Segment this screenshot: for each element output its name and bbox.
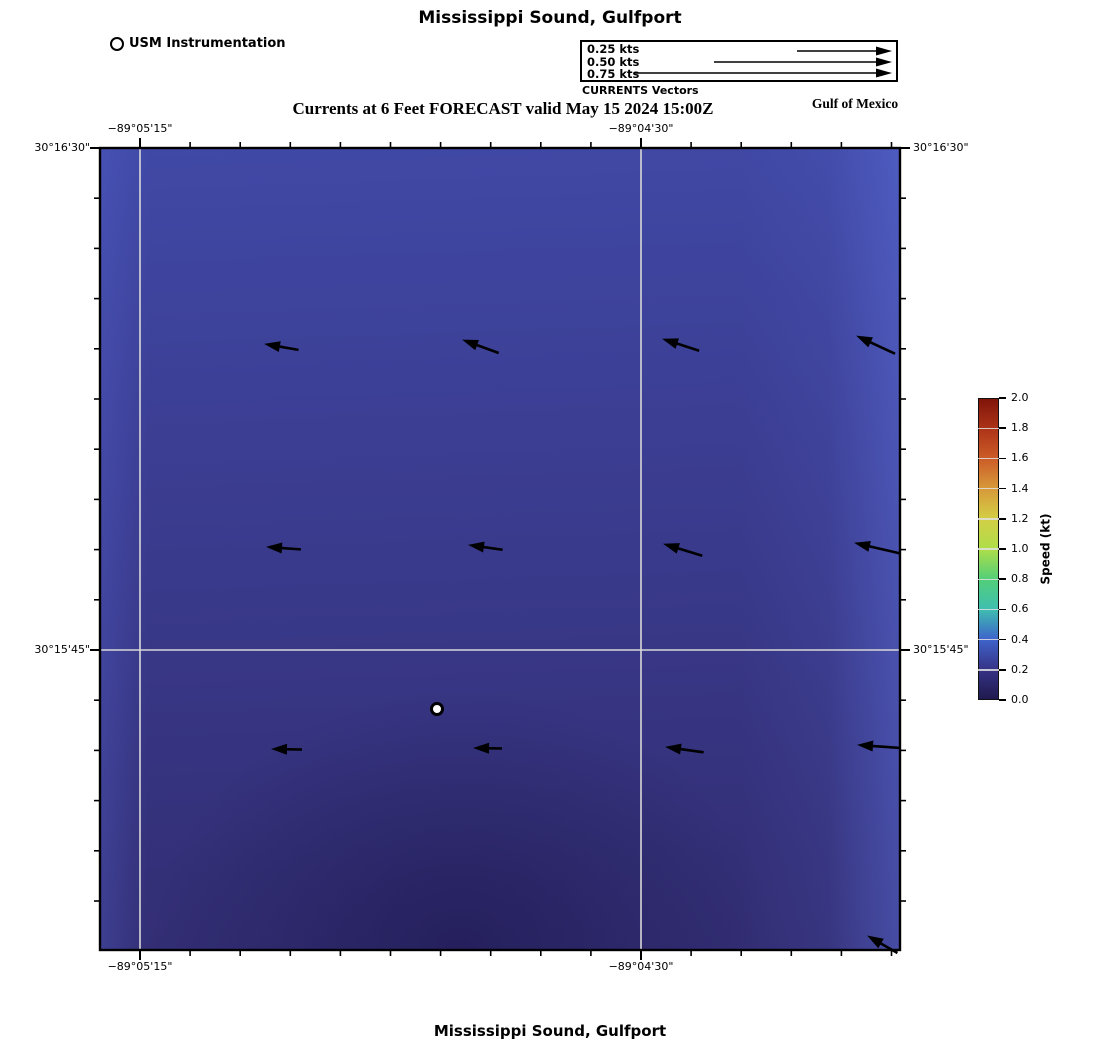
instrument-legend: USM Instrumentation (110, 36, 286, 51)
colorbar-gridline (978, 427, 999, 429)
colorbar-tick (999, 487, 1006, 490)
vector-legend-caption: CURRENTS Vectors (582, 84, 699, 97)
lat-tick-label-left: 30°15'45" (34, 643, 90, 656)
colorbar-tick (999, 699, 1006, 701)
colorbar-tick (999, 578, 1006, 580)
colorbar-gridline (978, 608, 999, 611)
top-title: Mississippi Sound, Gulfport (418, 8, 682, 28)
colorbar-tick-label: 1.2 (1011, 511, 1029, 525)
colorbar-tick-label: 0.8 (1011, 572, 1029, 586)
lon-tick-label-bottom: −89°04'30" (608, 960, 674, 973)
lat-tick-label-left: 30°16'30" (34, 141, 90, 154)
colorbar-tick-label: 1.6 (1011, 451, 1029, 465)
colorbar-tick-label: 1.4 (1011, 481, 1029, 495)
colorbar-tick-label: 0.2 (1011, 662, 1029, 676)
lon-tick-label-top: −89°05'15" (107, 122, 173, 135)
colorbar-tick-label: 0.6 (1011, 602, 1029, 616)
vector-scale-label: 0.50 kts (587, 54, 640, 69)
current-speed-field (100, 148, 900, 950)
lon-tick-label-bottom: −89°05'15" (107, 960, 173, 973)
vector-scale-label: 0.75 kts (587, 67, 640, 81)
colorbar-tick (999, 548, 1006, 550)
colorbar-gridline (978, 518, 999, 520)
colorbar-gridline (978, 669, 999, 671)
vector-scale-label: 0.25 kts (587, 42, 640, 56)
lat-tick-label-right: 30°16'30" (913, 141, 969, 154)
colorbar-tick (999, 427, 1006, 429)
instrument-legend-label: USM Instrumentation (129, 36, 286, 51)
lat-tick-label-right: 30°15'45" (913, 643, 969, 656)
vector-scale-arrows (634, 46, 892, 78)
lon-tick-label-top: −89°04'30" (608, 122, 674, 135)
colorbar-gridline (978, 548, 999, 550)
colorbar-tick (999, 608, 1006, 611)
colorbar-tick-label: 0.4 (1011, 632, 1029, 646)
colorbar-gridline (978, 638, 999, 641)
station-marker-icon (110, 36, 124, 51)
colorbar-tick-label: 1.8 (1011, 421, 1029, 435)
colorbar-tick (999, 457, 1006, 460)
colorbar-tick-label: 1.0 (1011, 542, 1029, 555)
colorbar-tick-label: 0.0 (1011, 693, 1029, 706)
forecast-subtitle: Currents at 6 Feet FORECAST valid May 15… (292, 99, 714, 118)
colorbar-title: Speed (kt) (1038, 513, 1053, 585)
region-label: Gulf of Mexico (811, 96, 899, 111)
colorbar-gridline (978, 487, 999, 490)
colorbar-gridline (978, 578, 999, 580)
colorbar-tick (999, 638, 1006, 641)
colorbar-gridline (978, 457, 999, 460)
colorbar-tick (999, 518, 1006, 520)
colorbar-tick (999, 397, 1006, 399)
colorbar-tick-label: 2.0 (1011, 391, 1029, 404)
vector-scale-labels: 0.25 kts 0.50 kts 0.75 kts (587, 43, 639, 81)
bottom-title: Mississippi Sound, Gulfport (433, 1022, 667, 1040)
vector-scale-legend: 0.25 kts 0.50 kts 0.75 kts (580, 40, 898, 82)
colorbar-tick (999, 669, 1006, 671)
